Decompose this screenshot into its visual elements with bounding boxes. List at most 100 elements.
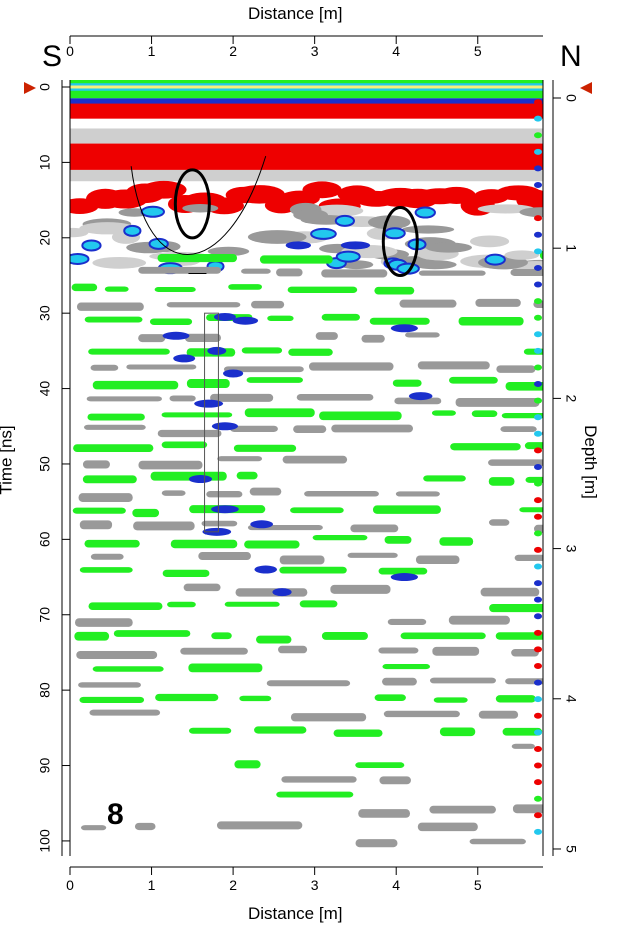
reflection-green [400,632,486,640]
reflection-gray [278,645,308,654]
reflection-green [433,697,468,703]
reflection-gray [488,459,543,466]
reflection-green [189,727,232,734]
time-tick-label: 100 [37,829,53,853]
edge-noise [534,729,542,736]
reflection-green [439,537,474,546]
reflection-green [319,411,402,421]
edge-noise [534,248,542,255]
reflection-green [71,283,98,292]
reflection-gray [379,776,411,785]
reflection-gray [249,487,282,496]
top-left-marker-icon [24,82,36,94]
time-tick-label: 60 [37,531,53,547]
reflection-gray [387,618,427,625]
reflection-green [489,603,543,613]
reflection-gray [541,430,543,436]
edge-noise [534,381,542,388]
reflection-green [239,695,272,702]
reflection-gray [355,839,398,848]
time-tick-label: 80 [37,682,53,698]
edge-noise [534,563,542,570]
reflection-gray [382,677,417,686]
reflection-green [321,313,360,321]
reflection-gray [183,583,221,592]
reflection-green [150,471,227,481]
plot-frame [61,35,554,868]
reflection-blue [162,331,190,340]
edge-noise [534,298,542,305]
edge-noise [534,580,542,587]
edge-noise [534,812,542,819]
reflection-blue [213,312,236,321]
reflection-green [87,413,145,421]
reflection-gray [425,242,473,253]
annotation-hyperbola [130,156,267,255]
edge-noise [534,264,542,271]
reflection-green [495,695,536,703]
edge-noise [534,745,542,752]
surface-band [70,103,543,119]
reflection-gray [126,364,197,370]
edge-noise [534,629,542,636]
reflection-gray [511,649,539,657]
reflection-green [155,693,219,702]
reflection-gray [308,362,394,371]
direction-label-south: S [42,40,63,73]
reflection-gray [166,302,241,308]
reflection-blue [272,588,292,597]
reflection-red [302,181,342,199]
reflection-green [495,632,543,640]
reflection-green [449,376,498,384]
depth-tick-label: 3 [563,545,579,553]
reflection-blue [484,253,506,266]
time-tick-label: 0 [37,83,53,91]
reflection-blue [340,241,371,250]
reflection-green [92,666,164,672]
reflection-green [254,726,307,734]
x-tick-label-bottom: 1 [148,877,156,893]
reflection-green [524,442,543,450]
time-tick-label: 50 [37,456,53,472]
reflection-green [236,471,258,480]
reflection-green [267,315,294,322]
reflection-gray [247,230,307,244]
time-tick-label: 10 [37,154,53,170]
reflection-green [157,254,238,263]
reflection-green [525,476,543,483]
reflection-green [288,348,333,356]
edge-noise [534,99,542,106]
reflection-green [161,441,208,449]
reflection-gray [138,460,203,470]
reflection-gray [90,364,119,371]
edge-noise [534,231,542,238]
reflection-green [113,630,191,637]
edge-noise [534,430,542,437]
reflection-green [134,822,156,831]
reflection-green [149,318,193,326]
reflection-green [79,567,133,573]
reflection-gray [358,809,410,818]
reflection-gray [429,805,496,814]
reflection-blue [390,573,419,582]
reflection-gray [86,396,162,402]
reflection-green [80,825,107,831]
reflection-green [167,601,196,608]
reflection-gray [399,299,457,308]
edge-noise [534,314,542,321]
surface-band [70,143,543,170]
reflection-green [290,507,344,514]
reflection-gray [180,647,248,655]
reflection-green [79,696,145,703]
reflection-gray [395,491,440,497]
reflection-gray [235,588,308,597]
edge-noise [534,397,542,404]
reflection-gray [402,225,455,234]
edge-noise [534,132,542,139]
reflection-gray [266,680,351,687]
reflection-green [84,316,143,323]
reflection-gray [331,424,413,433]
reflection-gray [157,429,222,438]
x-axis-title-bottom: Distance [m] [248,904,343,923]
